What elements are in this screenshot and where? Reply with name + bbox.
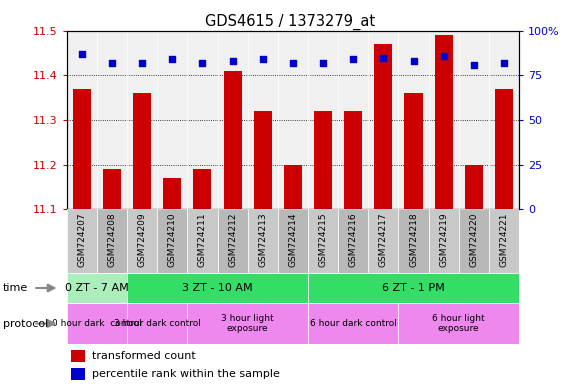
Text: 3 ZT - 10 AM: 3 ZT - 10 AM	[182, 283, 253, 293]
Point	[469, 61, 478, 68]
Point	[198, 60, 207, 66]
Point	[137, 60, 147, 66]
Bar	[163, 178, 182, 209]
Bar	[308, 273, 519, 303]
Bar	[67, 273, 127, 303]
Text: GSM724211: GSM724211	[198, 212, 207, 267]
Bar	[127, 273, 308, 303]
Bar	[187, 303, 308, 344]
Text: GSM724213: GSM724213	[258, 212, 267, 267]
Text: 6 ZT - 1 PM: 6 ZT - 1 PM	[382, 283, 445, 293]
Bar	[97, 209, 127, 273]
Bar	[127, 303, 187, 344]
Text: time: time	[3, 283, 28, 293]
Bar	[398, 303, 519, 344]
Text: GDS4615 / 1373279_at: GDS4615 / 1373279_at	[205, 13, 375, 30]
Bar	[368, 209, 398, 273]
Bar	[489, 209, 519, 273]
Text: 0 hour dark  control: 0 hour dark control	[52, 319, 142, 328]
Point	[168, 56, 177, 62]
Bar	[338, 209, 368, 273]
Bar	[278, 209, 308, 273]
Text: GSM724207: GSM724207	[77, 212, 86, 267]
Text: GSM724217: GSM724217	[379, 212, 388, 267]
Bar	[398, 209, 429, 273]
Text: GSM724220: GSM724220	[469, 212, 478, 267]
Text: GSM724209: GSM724209	[137, 212, 147, 267]
Text: GSM724221: GSM724221	[499, 212, 509, 267]
Text: 6 hour dark control: 6 hour dark control	[310, 319, 397, 328]
Bar	[72, 89, 91, 209]
Bar	[103, 169, 121, 209]
Text: GSM724215: GSM724215	[318, 212, 328, 267]
Bar	[429, 209, 459, 273]
Bar	[67, 303, 127, 344]
Text: GSM724208: GSM724208	[107, 212, 117, 267]
Bar	[218, 209, 248, 273]
Bar	[284, 165, 302, 209]
Point	[379, 55, 388, 61]
Bar	[308, 303, 398, 344]
Point	[107, 60, 117, 66]
Bar	[374, 44, 393, 209]
Bar	[71, 368, 85, 380]
Point	[228, 58, 237, 64]
Bar	[253, 111, 272, 209]
Bar	[495, 89, 513, 209]
Bar	[71, 350, 85, 362]
Bar	[404, 93, 423, 209]
Bar	[465, 165, 483, 209]
Text: protocol: protocol	[3, 318, 48, 329]
Text: 3 hour light
exposure: 3 hour light exposure	[222, 314, 274, 333]
Point	[77, 51, 86, 57]
Point	[258, 56, 267, 62]
Bar	[314, 111, 332, 209]
Point	[439, 53, 448, 59]
Text: GSM724212: GSM724212	[228, 212, 237, 267]
Bar	[187, 209, 218, 273]
Point	[409, 58, 418, 64]
Point	[288, 60, 298, 66]
Bar	[67, 209, 97, 273]
Bar	[344, 111, 362, 209]
Bar	[308, 209, 338, 273]
Bar	[127, 209, 157, 273]
Text: GSM724219: GSM724219	[439, 212, 448, 267]
Text: GSM724210: GSM724210	[168, 212, 177, 267]
Text: 3 hour dark control: 3 hour dark control	[114, 319, 201, 328]
Point	[499, 60, 509, 66]
Text: GSM724218: GSM724218	[409, 212, 418, 267]
Bar	[133, 93, 151, 209]
Bar	[157, 209, 187, 273]
Bar	[459, 209, 489, 273]
Bar	[434, 35, 453, 209]
Bar	[193, 169, 212, 209]
Bar	[223, 71, 242, 209]
Text: 0 ZT - 7 AM: 0 ZT - 7 AM	[65, 283, 129, 293]
Text: GSM724214: GSM724214	[288, 212, 298, 267]
Text: 6 hour light
exposure: 6 hour light exposure	[433, 314, 485, 333]
Text: GSM724216: GSM724216	[349, 212, 358, 267]
Point	[349, 56, 358, 62]
Bar	[248, 209, 278, 273]
Point	[318, 60, 328, 66]
Text: percentile rank within the sample: percentile rank within the sample	[92, 369, 280, 379]
Text: transformed count: transformed count	[92, 351, 195, 361]
